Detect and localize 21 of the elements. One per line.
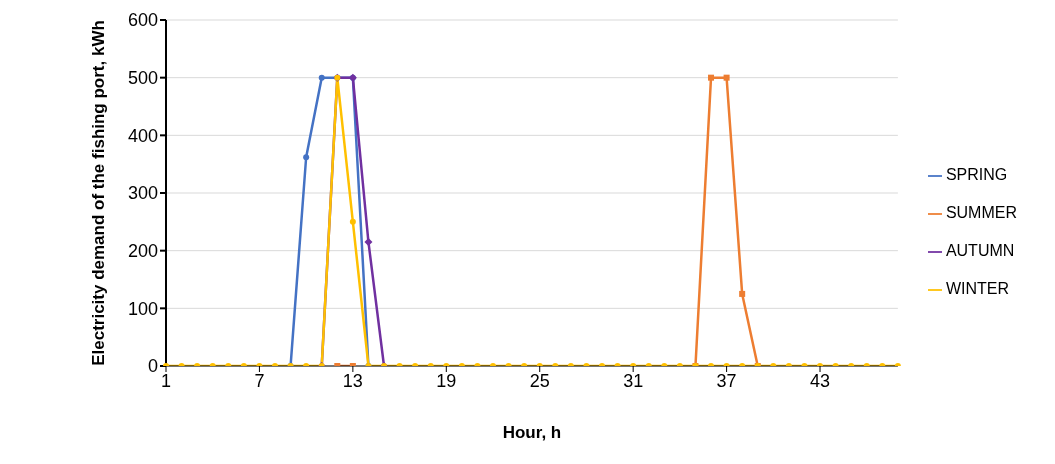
- y-tick-label: 0: [147, 356, 158, 377]
- y-axis-title: Electricity demand of the fishing port, kWh: [89, 20, 109, 366]
- y-tick-label: 400: [127, 125, 158, 146]
- legend-label: AUTUMN: [945, 242, 1015, 259]
- x-tick-label: 37: [716, 370, 737, 391]
- legend-label: WINTER: [945, 280, 1009, 297]
- x-tick-label: 19: [436, 370, 457, 391]
- legend-label: SUMMER: [945, 204, 1017, 221]
- y-tick-label: 200: [127, 241, 158, 262]
- y-tick-label: 600: [127, 10, 158, 31]
- x-tick-label: 25: [529, 370, 550, 391]
- x-axis-title: Hour, h: [502, 423, 562, 443]
- x-tick-label: 1: [160, 370, 172, 391]
- y-tick-label: 100: [127, 298, 158, 319]
- legend-label: SPRING: [945, 166, 1008, 183]
- x-tick-label: 31: [623, 370, 644, 391]
- y-tick-label: 500: [127, 68, 158, 89]
- y-tick-label: 300: [127, 183, 158, 204]
- x-tick-label: 43: [810, 370, 831, 391]
- x-tick-label: 13: [342, 370, 363, 391]
- x-tick-label: 7: [254, 370, 265, 391]
